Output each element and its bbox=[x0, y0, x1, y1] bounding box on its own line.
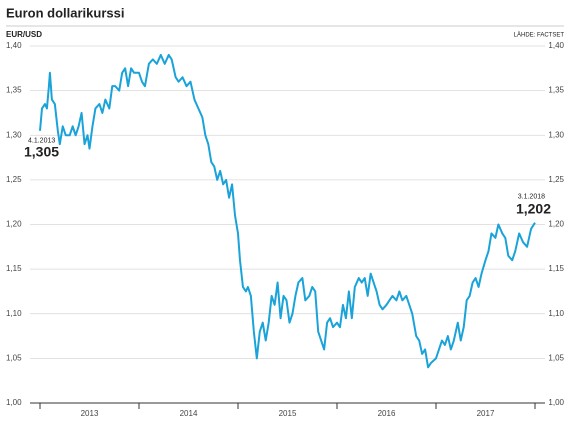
y-tick-label-right: 1,05 bbox=[548, 353, 564, 362]
line bbox=[39, 53, 536, 369]
y-tick-label-right: 1,20 bbox=[548, 220, 564, 229]
y-tick-label: 1,25 bbox=[6, 175, 22, 184]
y-tick-label-right: 1,30 bbox=[548, 130, 564, 139]
x-tick-label: 2014 bbox=[180, 409, 198, 418]
y-tick-label: 1,40 bbox=[6, 41, 22, 50]
x-tick-label: 2017 bbox=[477, 409, 495, 418]
source: LÄHDE: FACTSET bbox=[514, 32, 565, 39]
y-tick-label: 1,20 bbox=[6, 220, 22, 229]
y-tick-label-right: 1,15 bbox=[548, 264, 564, 273]
x-tick-label: 2015 bbox=[279, 409, 297, 418]
y-tick-label-right: 1,40 bbox=[548, 41, 564, 50]
chart-title: Euron dollarikurssi bbox=[6, 5, 124, 20]
x-tick-label: 2016 bbox=[378, 409, 396, 418]
y-tick-label-right: 1,10 bbox=[548, 309, 564, 318]
y-tick-label: 1,10 bbox=[6, 309, 22, 318]
y-tick-label-right: 1,35 bbox=[548, 86, 564, 95]
y-tick-label: 1,15 bbox=[6, 264, 22, 273]
y-tick-label: 1,05 bbox=[6, 353, 22, 362]
y-tick-label: 1,30 bbox=[6, 130, 22, 139]
annotation-value: 1,305 bbox=[24, 143, 59, 159]
x-tick-label: 2013 bbox=[81, 409, 99, 418]
annotation-date: 3.1.2018 bbox=[518, 194, 545, 201]
annotation-date: 4.1.2013 bbox=[28, 138, 55, 145]
y-axis-label: EUR/USD bbox=[6, 30, 42, 39]
y-tick-label: 1,35 bbox=[6, 86, 22, 95]
y-tick-label-right: 1,25 bbox=[548, 175, 564, 184]
y-tick-label: 1,00 bbox=[6, 398, 22, 407]
annotation-value: 1,202 bbox=[516, 200, 551, 216]
y-tick-label-right: 1,00 bbox=[548, 398, 564, 407]
